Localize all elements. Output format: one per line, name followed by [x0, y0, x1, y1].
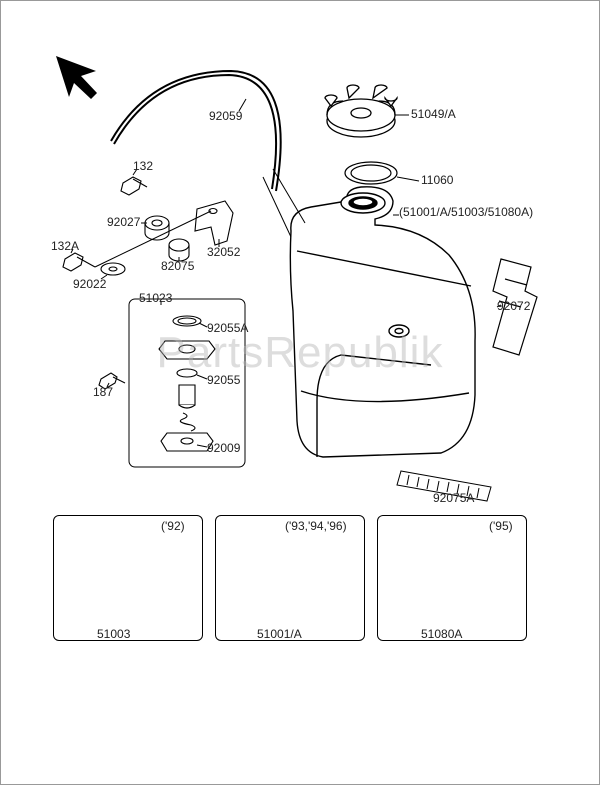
inset-box-2: [215, 515, 365, 641]
label-pad: 92075A: [433, 491, 474, 505]
label-collar: 92027: [107, 215, 140, 229]
label-washer: 92022: [73, 277, 106, 291]
label-inset1-part: 51003: [97, 627, 130, 641]
watermark: PartsRepublik: [157, 328, 444, 378]
label-inset2-year: ('93,'94,'96): [285, 519, 347, 533]
inset-box-1: [53, 515, 203, 641]
label-inset2-part: 51001/A: [257, 627, 302, 641]
label-tap-assy: 51023: [139, 291, 172, 305]
label-band: 92072: [497, 299, 530, 313]
arrow-icon: [56, 56, 97, 99]
label-inset3-part: 51080A: [421, 627, 462, 641]
label-spring: 92009: [207, 441, 240, 455]
label-gasket: 11060: [421, 173, 453, 187]
label-oring-upper: 92055A: [207, 321, 248, 335]
label-tube: 92059: [209, 109, 242, 123]
label-inset1-year: ('92): [161, 519, 185, 533]
diagram-canvas: PartsRepublik 92059 132 92027 132A 92022…: [0, 0, 600, 785]
label-oring-lower: 92055: [207, 373, 240, 387]
inset-box-3: [377, 515, 527, 641]
label-damper: 82075: [161, 259, 194, 273]
label-bracket: 32052: [207, 245, 240, 259]
label-bolt-lower: 132A: [51, 239, 79, 253]
label-bolt-upper: 132: [133, 159, 153, 173]
label-inset3-year: ('95): [489, 519, 513, 533]
label-cap: 51049/A: [411, 107, 456, 121]
lineart-overlay: [1, 1, 600, 786]
label-screw: 187: [93, 385, 113, 399]
label-tank-main: (51001/A/51003/51080A): [399, 205, 533, 219]
